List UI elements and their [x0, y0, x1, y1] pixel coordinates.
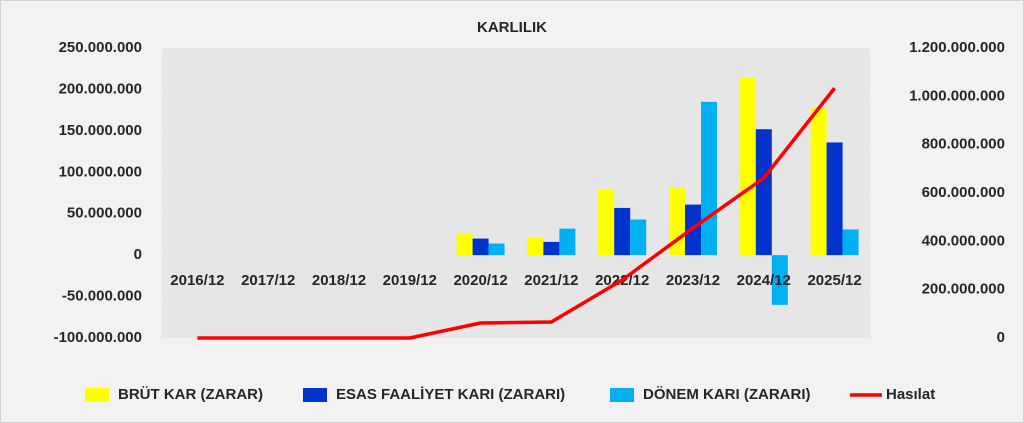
- legend-swatch: [610, 388, 634, 402]
- bar: [842, 229, 859, 256]
- bar: [755, 129, 772, 256]
- x-tick-label: 2023/12: [666, 272, 720, 289]
- y2-tick-label: 600.000.000: [922, 184, 1005, 201]
- y2-tick-label: 400.000.000: [922, 232, 1005, 249]
- bar: [559, 228, 576, 256]
- legend-label: DÖNEM KARI (ZARARI): [643, 386, 810, 403]
- bar: [826, 142, 843, 256]
- legend-label: Hasılat: [886, 386, 935, 403]
- bar: [527, 236, 544, 256]
- chart-title: KARLILIK: [477, 19, 547, 36]
- y-tick-label: 250.000.000: [59, 39, 142, 56]
- bar: [543, 241, 560, 256]
- bar: [810, 107, 827, 256]
- y-tick-label: -50.000.000: [62, 288, 142, 305]
- y2-tick-label: 1.000.000.000: [909, 87, 1005, 104]
- bar: [456, 233, 473, 256]
- y2-tick-label: 800.000.000: [922, 136, 1005, 153]
- bar: [771, 255, 788, 305]
- line-series: [197, 87, 836, 340]
- y2-tick-label: 200.000.000: [922, 281, 1005, 298]
- bar: [488, 243, 505, 256]
- y-tick-label: 200.000.000: [59, 80, 142, 97]
- legend-swatch: [303, 388, 327, 402]
- x-tick-label: 2017/12: [241, 272, 295, 289]
- legend-label: BRÜT KAR (ZARAR): [118, 386, 263, 403]
- x-tick-label: 2019/12: [383, 272, 437, 289]
- bar: [598, 188, 615, 256]
- bar: [614, 207, 631, 256]
- x-tick-label: 2024/12: [737, 272, 791, 289]
- y-tick-label: 50.000.000: [67, 205, 142, 222]
- x-tick-label: 2016/12: [170, 272, 224, 289]
- y-tick-label: 150.000.000: [59, 122, 142, 139]
- x-tick-label: 2025/12: [807, 272, 861, 289]
- legend-label: ESAS FAALİYET KARI (ZARARI): [336, 386, 565, 403]
- x-tick-label: 2021/12: [524, 272, 578, 289]
- bar: [739, 77, 756, 256]
- y2-tick-label: 1.200.000.000: [909, 39, 1005, 56]
- bar: [472, 238, 489, 256]
- x-tick-label: 2020/12: [453, 272, 507, 289]
- x-tick-label: 2018/12: [312, 272, 366, 289]
- y-tick-label: 0: [134, 246, 142, 263]
- y2-tick-label: 0: [997, 329, 1005, 346]
- bar: [630, 219, 647, 256]
- y-tick-label: -100.000.000: [54, 329, 142, 346]
- legend-swatch: [85, 388, 109, 402]
- y-tick-label: 100.000.000: [59, 163, 142, 180]
- bar: [701, 101, 717, 256]
